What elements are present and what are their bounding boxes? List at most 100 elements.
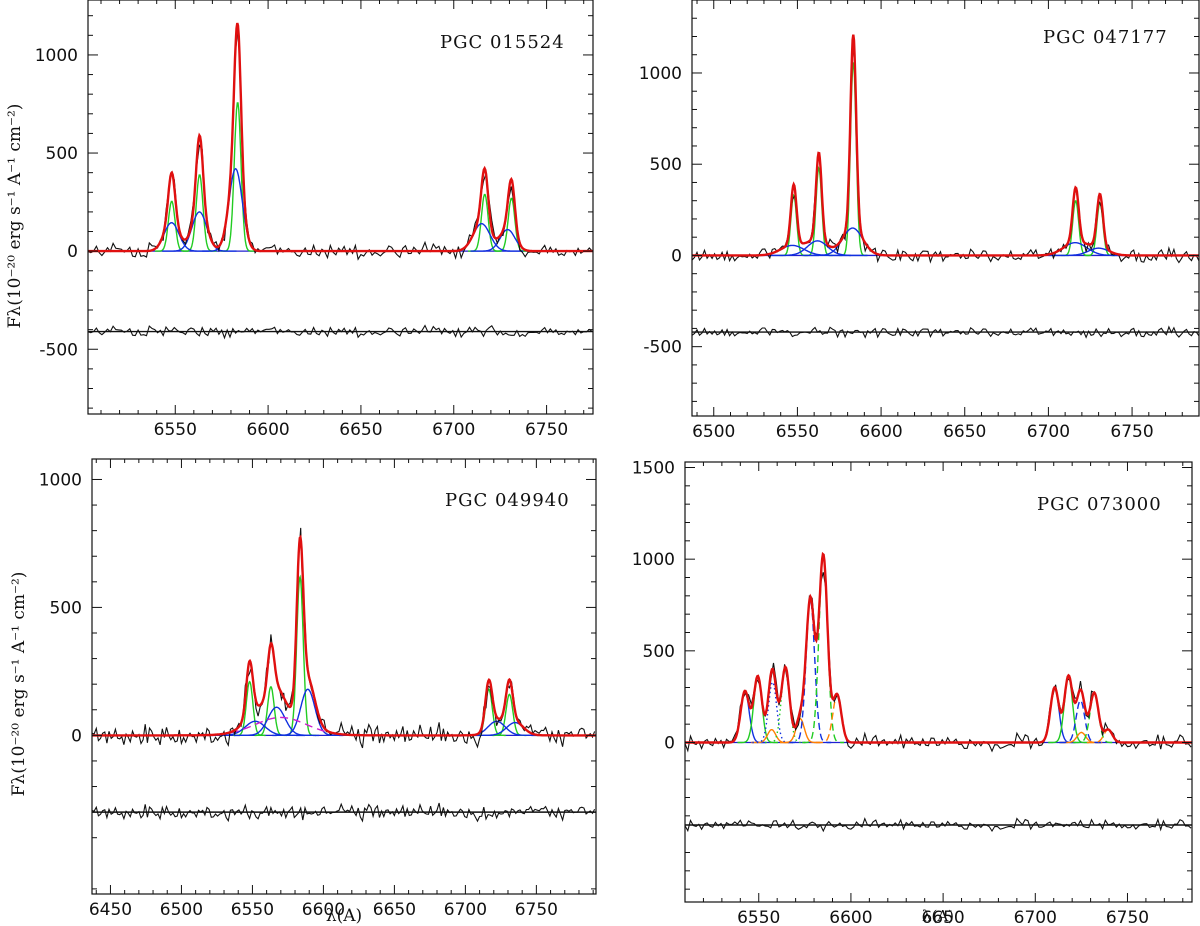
x-tick-label: 6450	[89, 900, 132, 920]
panel-pgc-015524: 6550 6600 6650 6700 6750 -500 0 500 1000 PGC 015…	[5, 0, 594, 440]
residual-spectrum	[92, 802, 596, 823]
axis-ticks: 6550 6600 6650 6700 6750 -500 0 500 1000	[35, 0, 593, 440]
component-line-blue	[1033, 686, 1076, 744]
y-tick-label: -500	[39, 340, 78, 360]
x-tick-label: 6700	[1014, 908, 1057, 926]
component-line-blue	[439, 223, 523, 252]
component-line-green	[494, 197, 529, 252]
x-tick-label: 6500	[160, 900, 203, 920]
component-line-blue	[470, 228, 545, 252]
y-tick-label: 500	[650, 155, 682, 175]
x-tick-label: 6650	[921, 908, 964, 926]
total-fit-line	[92, 534, 596, 737]
total-fit-line	[685, 551, 1192, 744]
observed-spectrum	[692, 44, 1199, 264]
component-line-green	[492, 693, 527, 737]
component-line-blue	[272, 688, 344, 737]
x-tick-label: 6550	[737, 908, 780, 926]
component-line-blue	[134, 221, 209, 252]
y-tick-label: 1000	[35, 46, 78, 66]
x-tick-label: 6700	[432, 420, 475, 440]
x-tick-label: 6550	[231, 900, 274, 920]
spectrum-curves	[685, 551, 1192, 833]
x-tick-label: 6600	[829, 908, 872, 926]
y-tick-label: 0	[671, 246, 682, 266]
y-tick-label: 500	[643, 642, 675, 662]
x-tick-label: 6750	[1110, 422, 1153, 442]
spectrum-curves	[88, 22, 593, 340]
x-tick-label: 6600	[246, 420, 289, 440]
component-line-green	[839, 62, 868, 257]
y-tick-label: -500	[643, 338, 682, 358]
y-tick-label: 1000	[639, 64, 682, 84]
x-tick-label: 6550	[776, 422, 819, 442]
residual-spectrum	[685, 817, 1192, 833]
y-axis-title: Fλ(10⁻²⁰ erg s⁻¹ A⁻¹ cm⁻²)	[9, 572, 29, 797]
x-tick-label: 6650	[373, 900, 416, 920]
y-tick-label: 0	[67, 242, 78, 262]
panel-title: PGC 047177	[1043, 27, 1168, 48]
x-tick-label: 6600	[302, 900, 345, 920]
residual-spectrum	[692, 325, 1199, 339]
x-axis-title: λ(A)	[922, 907, 954, 925]
component-line-blue-dash	[789, 597, 832, 744]
residual-spectrum	[88, 324, 593, 340]
component-line-blue	[723, 690, 766, 744]
y-tick-label: 0	[71, 726, 82, 746]
y-tick-label: 1000	[632, 550, 675, 570]
component-line-blue	[802, 227, 903, 257]
component-line-orange-dash	[815, 694, 858, 744]
plot-frame	[691, 0, 1200, 417]
x-tick-label: 6650	[339, 420, 382, 440]
plot-frame	[91, 458, 597, 895]
panel-pgc-047177: 6500 6550 6600 6650 6700 6750 -500 0 500 1000 PGC…	[639, 0, 1200, 442]
component-line-orange-dash	[1086, 728, 1129, 744]
panel-pgc-049940: 6450 6500 6550 6600 6650 6700 6750 0 500 1000 PGC…	[9, 458, 597, 926]
x-tick-label: 6600	[859, 422, 902, 442]
panel-title: PGC 049940	[445, 490, 570, 511]
y-tick-label: 500	[50, 598, 82, 618]
y-tick-label: 1000	[39, 470, 82, 490]
y-tick-label: 500	[46, 144, 78, 164]
component-line-green	[737, 676, 779, 744]
axis-ticks: 6550 6600 6650 6700 6750 0 500 1000 1500	[632, 459, 1192, 926]
panel-pgc-073000: 6550 6600 6650 6700 6750 0 500 1000 1500 PGC 073…	[632, 459, 1193, 926]
y-axis-title: Fλ(10⁻²⁰ erg s⁻¹ A⁻¹ cm⁻²)	[5, 104, 25, 329]
axis-ticks: 6500 6550 6600 6650 6700 6750 -500 0 500 1000	[639, 0, 1200, 442]
component-line-orange	[751, 729, 792, 744]
x-tick-label: 6650	[943, 422, 986, 442]
component-line-blue	[767, 240, 868, 257]
component-line-green	[468, 193, 502, 252]
component-line-green-dash	[1073, 692, 1116, 744]
component-line-blue-dot	[752, 681, 793, 744]
component-line-blue-dash	[1059, 699, 1102, 744]
y-tick-label: 0	[664, 734, 675, 754]
x-tick-label: 6700	[444, 900, 487, 920]
y-tick-label: 1500	[632, 459, 675, 479]
component-line-blue	[234, 706, 320, 737]
x-tick-label: 6700	[1027, 422, 1070, 442]
component-line-green	[471, 688, 506, 737]
panel-title: PGC 073000	[1037, 494, 1162, 515]
observed-spectrum	[92, 527, 596, 749]
component-line-blue	[162, 211, 237, 252]
panel-title: PGC 015524	[440, 32, 565, 53]
x-tick-label: 6550	[154, 420, 197, 440]
spectrum-curves	[92, 527, 596, 823]
x-tick-label: 6750	[525, 420, 568, 440]
x-tick-label: 6750	[1106, 908, 1149, 926]
plot-frame	[684, 461, 1193, 903]
x-axis-title: λ(A)	[326, 906, 362, 926]
axis-ticks: 6450 6500 6550 6600 6650 6700 6750 0 500 1000	[39, 459, 596, 920]
component-line-orange	[779, 718, 821, 744]
spectrum-curves	[692, 34, 1199, 339]
x-tick-label: 6750	[515, 900, 558, 920]
component-line-green	[155, 200, 189, 252]
component-line-green-dash	[802, 553, 845, 744]
total-fit-line	[88, 22, 593, 253]
observed-spectrum	[685, 572, 1192, 753]
plot-frame	[87, 0, 594, 415]
total-fit-line	[692, 34, 1199, 257]
x-tick-label: 6500	[692, 422, 735, 442]
